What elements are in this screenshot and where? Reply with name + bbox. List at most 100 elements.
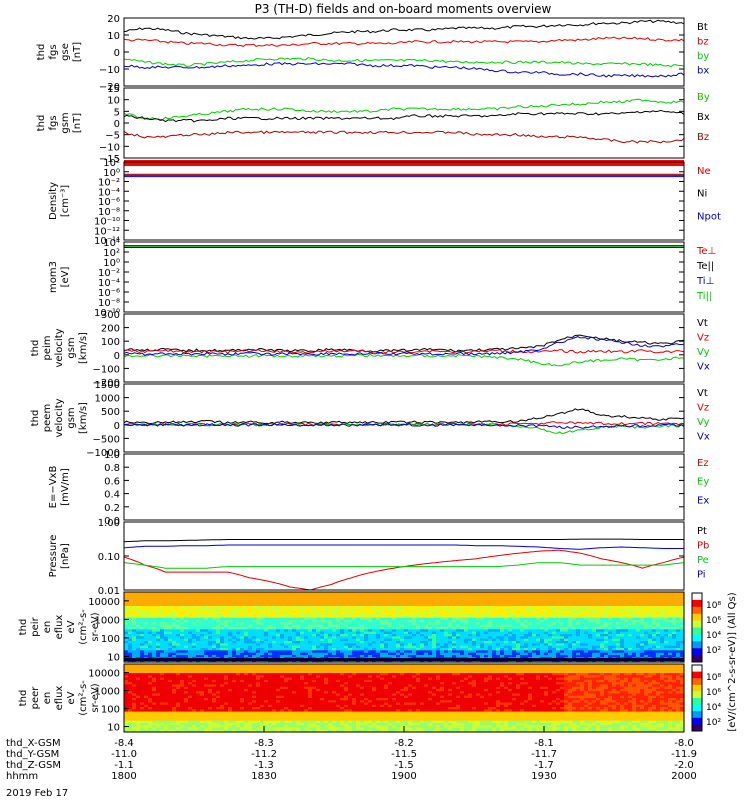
spectrogram-cell	[512, 648, 517, 651]
spectrogram-cell	[148, 610, 153, 614]
spectrogram-cell	[392, 617, 397, 621]
spectrogram-cell	[180, 686, 185, 690]
spectrogram-cell	[264, 643, 269, 647]
spectrogram-cell	[192, 666, 197, 670]
spectrogram-cell	[132, 650, 137, 654]
spectrogram-cell	[224, 655, 229, 658]
spectrogram-cell	[124, 711, 129, 715]
spectrogram-cell	[216, 645, 221, 649]
spectrogram-cell	[240, 610, 245, 614]
spectrogram-cell	[160, 677, 165, 681]
spectrogram-cell	[584, 606, 589, 609]
spectrogram-cell	[132, 615, 137, 619]
spectrogram-cell	[464, 645, 469, 649]
spectrogram-cell	[620, 638, 625, 642]
spectrogram-cell	[420, 601, 425, 605]
spectrogram-cell	[456, 596, 461, 600]
spectrogram-cell	[620, 610, 625, 614]
spectrogram-cell	[384, 617, 389, 621]
spectrogram-cell	[256, 615, 261, 619]
legend-label: Ne	[697, 166, 711, 177]
spectrogram-cell	[144, 704, 149, 708]
spectrogram-cell	[584, 622, 589, 626]
spectrogram-cell	[176, 679, 181, 683]
spectrogram-cell	[372, 627, 377, 630]
spectrogram-cell	[452, 655, 457, 658]
spectrogram-cell	[336, 599, 341, 602]
spectrogram-cell	[164, 695, 169, 699]
spectrogram-cell	[272, 624, 277, 628]
spectrogram-cell	[148, 725, 153, 729]
spectrogram-cell	[468, 629, 473, 633]
spectrogram-cell	[144, 594, 149, 598]
spectrogram-cell	[484, 641, 489, 644]
spectrogram-cell	[208, 601, 213, 605]
spectrogram-cell	[128, 666, 133, 670]
spectrogram-cell	[184, 634, 189, 637]
spectrogram-cell	[148, 596, 153, 600]
spectrogram-cell	[540, 596, 545, 600]
spectrogram-cell	[348, 629, 353, 633]
spectrogram-cell	[552, 634, 557, 637]
spectrogram-cell	[200, 615, 205, 619]
spectrogram-cell	[656, 627, 661, 630]
spectrogram-cell	[392, 655, 397, 658]
spectrogram-cell	[128, 622, 133, 626]
spectrogram-cell	[428, 624, 433, 628]
spectrogram-cell	[520, 652, 525, 656]
spectrogram-cell	[516, 620, 521, 623]
spectrogram-cell	[160, 693, 165, 697]
spectrogram-cell	[180, 666, 185, 670]
spectrogram-cell	[156, 596, 161, 600]
spectrogram-cell	[408, 603, 413, 607]
spectrogram-cell	[172, 650, 177, 654]
spectrogram-cell	[536, 613, 541, 616]
spectrogram-cell	[220, 645, 225, 649]
spectrogram-cell	[244, 631, 249, 635]
spectrogram-cell	[400, 631, 405, 635]
spectrogram-cell	[340, 641, 345, 644]
spectrogram-cell	[580, 650, 585, 654]
spectrogram-cell	[416, 655, 421, 658]
spectrogram-cell	[280, 643, 285, 647]
spectrogram-cell	[388, 659, 393, 663]
spectrogram-cell	[372, 615, 377, 619]
spectrogram-cell	[524, 643, 529, 647]
spectrogram-cell	[472, 622, 477, 626]
spectrogram-cell	[480, 655, 485, 658]
spectrogram-cell	[252, 648, 257, 651]
spectrogram-cell	[320, 634, 325, 637]
spectrogram-cell	[608, 629, 613, 633]
spectrogram-cell	[632, 610, 637, 614]
spectrogram-cell	[316, 615, 321, 619]
spectrogram-cell	[476, 603, 481, 607]
spectrogram-cell	[140, 592, 145, 595]
spectrogram-cell	[216, 643, 221, 647]
spectrogram-cell	[280, 634, 285, 637]
spectrogram-cell	[348, 606, 353, 609]
spectrogram-cell	[276, 638, 281, 642]
spectrogram-cell	[616, 648, 621, 651]
spectrogram-cell	[156, 702, 161, 706]
spectrogram-cell	[144, 729, 149, 733]
spectrogram-cell	[392, 643, 397, 647]
spectrogram-cell	[476, 601, 481, 605]
spectrogram-cell	[312, 601, 317, 605]
spectrogram-cell	[620, 627, 625, 630]
spectrogram-cell	[448, 608, 453, 612]
spectrogram-cell	[460, 596, 465, 600]
spectrogram-cell	[664, 652, 669, 656]
spectrogram-cell	[648, 648, 653, 651]
spectrogram-cell	[288, 648, 293, 651]
spectrogram-cell	[640, 622, 645, 626]
spectrogram-cell	[608, 652, 613, 656]
spectrogram-cell	[332, 645, 337, 649]
spectrogram-cell	[156, 601, 161, 605]
spectrogram-cell	[184, 592, 189, 595]
spectrogram-cell	[524, 631, 529, 635]
spectrogram-cell	[152, 700, 157, 704]
spectrogram-cell	[380, 606, 385, 609]
spectrogram-cell	[232, 631, 237, 635]
y-tick-label: 10⁻²	[98, 178, 120, 189]
spectrogram-cell	[348, 627, 353, 630]
